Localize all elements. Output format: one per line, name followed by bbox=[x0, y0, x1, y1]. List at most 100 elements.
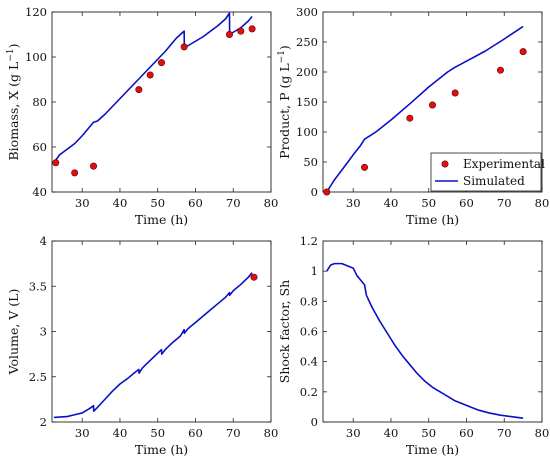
product-experimental-point bbox=[451, 89, 459, 97]
biomass-x-axis-label: Time (h) bbox=[135, 212, 188, 227]
shock-x-tick-label: 40 bbox=[384, 426, 399, 440]
volume-simulated-line bbox=[53, 272, 253, 419]
product-experimental-point bbox=[519, 48, 527, 56]
biomass-experimental-point bbox=[180, 43, 188, 51]
shock-y-tick-label: 1 bbox=[311, 264, 318, 278]
product-x-tick-label: 30 bbox=[346, 196, 361, 210]
legend-box bbox=[430, 152, 542, 192]
shock-axes-frame bbox=[322, 240, 543, 423]
product-y-tick-label: 150 bbox=[296, 95, 318, 109]
biomass-y-axis-label-main: Biomass, X (g L bbox=[6, 62, 21, 161]
shock-x-tick-label: 80 bbox=[535, 426, 550, 440]
product-y-tick-label: 250 bbox=[296, 35, 318, 49]
shock-x-tick-label: 30 bbox=[346, 426, 361, 440]
legend-experimental-label: Experimental bbox=[463, 157, 545, 171]
product-y-axis-label-main: Product, P (g L bbox=[277, 63, 292, 158]
legend: Experimental Simulated bbox=[430, 152, 545, 192]
biomass-x-tick-label: 60 bbox=[188, 196, 203, 210]
product-x-tick-label: 70 bbox=[497, 196, 512, 210]
shock-chart: 30 40 50 60 70 80 0 0.2 0.4 0.6 0.8 1 1.2 Time (h) Sho… bbox=[277, 234, 549, 457]
product-y-tick-label: 100 bbox=[296, 125, 318, 139]
biomass-x-tick-label: 50 bbox=[150, 196, 165, 210]
biomass-simulated-line bbox=[53, 12, 253, 164]
biomass-experimental-point bbox=[52, 159, 60, 167]
biomass-x-tick-label: 30 bbox=[75, 196, 90, 210]
product-chart: 30 40 50 60 70 80 0 50 100 150 200 250 300 Time (h) Pr… bbox=[277, 5, 549, 227]
volume-y-axis-label-main: Volume, V (L) bbox=[6, 289, 21, 376]
volume-x-tick-label: 50 bbox=[150, 426, 165, 440]
product-y-tick-label: 300 bbox=[296, 5, 318, 19]
biomass-axes-frame bbox=[51, 11, 272, 193]
volume-x-tick-label: 80 bbox=[264, 426, 279, 440]
product-experimental-point bbox=[406, 114, 414, 122]
shock-x-tick-label: 70 bbox=[497, 426, 512, 440]
volume-x-tick-label: 40 bbox=[113, 426, 128, 440]
biomass-y-tick-label: 40 bbox=[32, 185, 47, 199]
product-plot-area bbox=[326, 25, 524, 192]
product-experimental-point bbox=[323, 188, 331, 196]
shock-simulated-line bbox=[326, 262, 524, 420]
biomass-y-axis-label: Biomass, X (g L−1) bbox=[6, 44, 21, 161]
product-simulated-line bbox=[326, 25, 524, 192]
product-y-axis-label: Product, P (g L−1) bbox=[277, 45, 292, 159]
biomass-experimental-point bbox=[146, 71, 154, 79]
biomass-experimental-point bbox=[225, 30, 233, 38]
volume-x-axis-label: Time (h) bbox=[135, 442, 188, 457]
biomass-y-axis-label-close: ) bbox=[6, 44, 21, 49]
volume-x-tick-label: 60 bbox=[188, 426, 203, 440]
biomass-plot-area bbox=[53, 12, 253, 164]
product-y-axis-label-close: ) bbox=[277, 45, 292, 50]
volume-y-tick-label: 2.5 bbox=[29, 370, 47, 384]
volume-x-tick-label: 30 bbox=[75, 426, 90, 440]
product-y-axis-label-sup: −1 bbox=[277, 50, 287, 63]
biomass-y-tick-label: 100 bbox=[25, 50, 47, 64]
product-experimental-point bbox=[428, 101, 436, 109]
product-x-tick-label: 40 bbox=[384, 196, 399, 210]
biomass-chart: 30 40 50 60 70 80 40 60 80 100 120 Time (h) Biomass,… bbox=[6, 5, 278, 227]
product-x-tick-label: 50 bbox=[421, 196, 436, 210]
product-x-tick-label: 80 bbox=[535, 196, 550, 210]
shock-y-tick-label: 0.8 bbox=[300, 294, 318, 308]
shock-y-axis-label-main: Shock factor, Sh bbox=[277, 280, 292, 383]
biomass-experimental-point bbox=[237, 27, 245, 35]
product-y-tick-label: 0 bbox=[311, 185, 318, 199]
shock-y-tick-label: 0.4 bbox=[300, 355, 318, 369]
volume-y-tick-label: 4 bbox=[40, 234, 47, 248]
shock-y-tick-label: 0 bbox=[311, 415, 318, 429]
legend-experimental-marker bbox=[441, 160, 449, 168]
biomass-x-tick-label: 40 bbox=[113, 196, 128, 210]
biomass-x-tick-label: 70 bbox=[226, 196, 241, 210]
biomass-experimental-point bbox=[135, 86, 143, 94]
legend-simulated-label: Simulated bbox=[463, 174, 525, 188]
product-x-axis-label: Time (h) bbox=[406, 212, 459, 227]
shock-y-tick-label: 1.2 bbox=[300, 234, 318, 248]
shock-x-tick-label: 60 bbox=[459, 426, 474, 440]
shock-plot-area bbox=[326, 262, 524, 420]
biomass-experimental-point bbox=[71, 169, 79, 177]
shock-y-axis-label: Shock factor, Sh bbox=[277, 280, 292, 383]
product-y-tick-label: 50 bbox=[303, 155, 318, 169]
volume-y-tick-label: 3 bbox=[40, 325, 47, 339]
shock-y-tick-label: 0.6 bbox=[300, 325, 318, 339]
volume-chart: 30 40 50 60 70 80 2 2.5 3 3.5 4 Time (h) Volume, V (… bbox=[6, 234, 278, 457]
biomass-y-tick-label: 120 bbox=[25, 5, 47, 19]
volume-y-tick-label: 2 bbox=[40, 415, 47, 429]
biomass-experimental-point bbox=[158, 59, 166, 67]
shock-x-axis-label: Time (h) bbox=[406, 442, 459, 457]
biomass-y-axis-label-sup: −1 bbox=[6, 48, 16, 61]
volume-y-axis-label: Volume, V (L) bbox=[6, 289, 21, 376]
product-experimental-point bbox=[496, 66, 504, 74]
biomass-experimental-point bbox=[248, 25, 256, 33]
volume-plot-area bbox=[53, 272, 253, 419]
product-experimental-point bbox=[361, 163, 369, 171]
biomass-y-tick-label: 80 bbox=[32, 95, 47, 109]
volume-x-tick-label: 70 bbox=[226, 426, 241, 440]
shock-y-tick-label: 0.2 bbox=[300, 385, 318, 399]
biomass-x-tick-label: 80 bbox=[264, 196, 279, 210]
volume-y-tick-label: 3.5 bbox=[29, 279, 47, 293]
product-x-tick-label: 60 bbox=[459, 196, 474, 210]
biomass-y-tick-label: 60 bbox=[32, 140, 47, 154]
shock-x-tick-label: 50 bbox=[421, 426, 436, 440]
volume-experimental-point bbox=[250, 273, 258, 281]
